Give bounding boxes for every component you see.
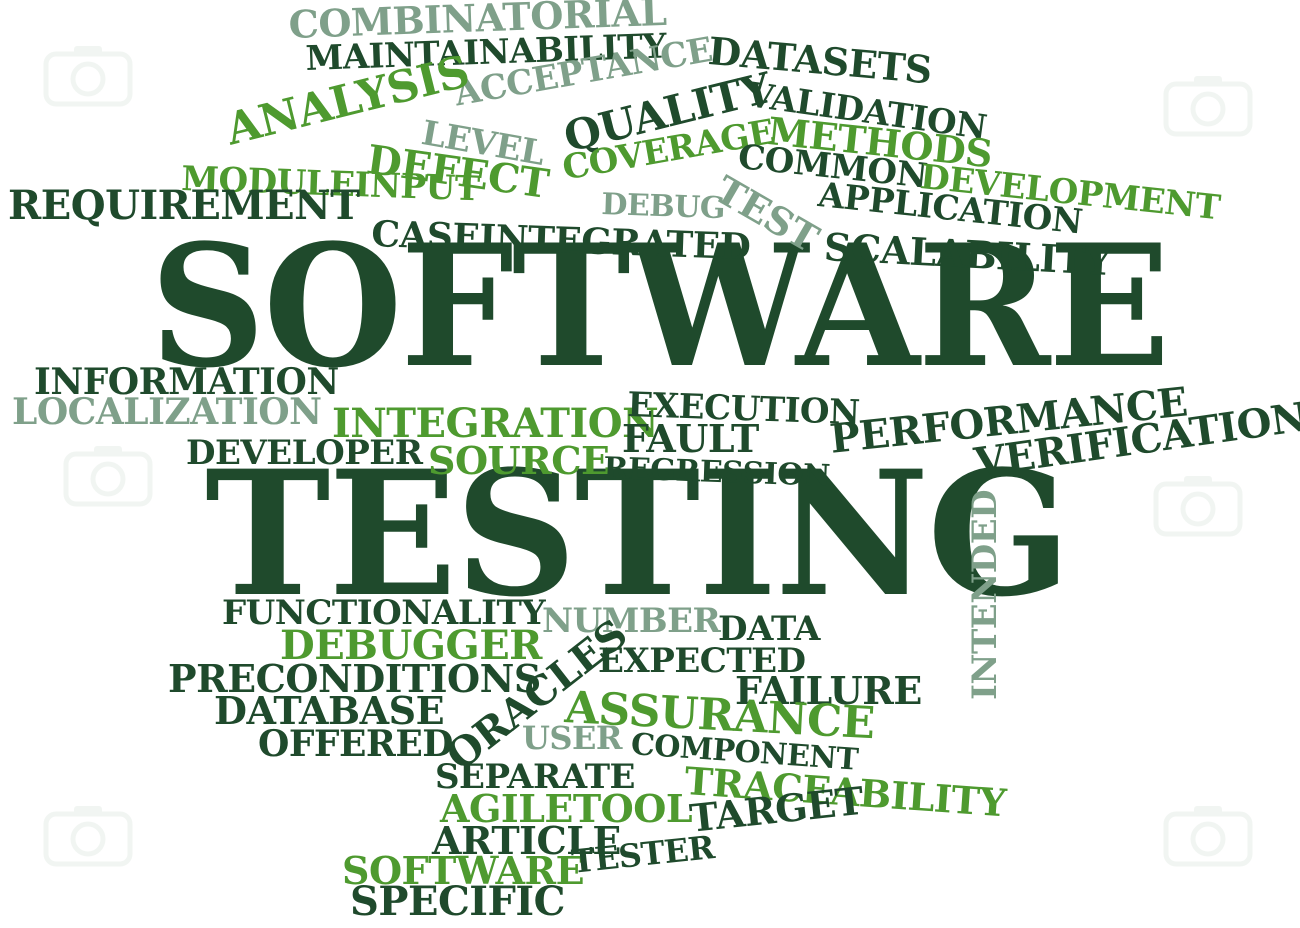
word-debugger: DEBUGGER: [280, 622, 542, 669]
word-separate: SEPARATE: [435, 757, 635, 797]
word-debug: DEBUG: [600, 187, 726, 227]
word-regression: REGRESSION: [602, 451, 831, 494]
word-agiletool: AGILETOOL: [440, 786, 693, 831]
word-database: DATABASE: [214, 688, 445, 733]
word-number: NUMBER: [542, 601, 721, 641]
camera-watermark-icon: [40, 800, 136, 870]
word-localization: LOCALIZATION: [12, 391, 322, 433]
word-specific: SPECIFIC: [350, 878, 565, 925]
word-integration: INTEGRATION: [332, 400, 659, 447]
word-source: SOURCE: [428, 438, 610, 483]
word-user: USER: [522, 719, 623, 757]
word-developer: DEVELOPER: [186, 433, 423, 473]
word-failure: FAILURE: [735, 668, 922, 713]
word-requirement: REQUIREMENT: [8, 182, 360, 229]
word-software-small: SOFTWARE: [342, 848, 585, 893]
word-fault: FAULT: [622, 416, 759, 461]
software-title: SOFTWARE: [150, 207, 1170, 405]
word-expected: EXPECTED: [598, 641, 806, 681]
camera-watermark-icon: [40, 40, 136, 110]
word-information: INFORMATION: [34, 361, 339, 403]
camera-watermark-icon: [1150, 470, 1246, 540]
word-data: DATA: [718, 609, 820, 649]
word-offered: OFFERED: [258, 723, 454, 765]
camera-watermark-icon: [1160, 800, 1256, 870]
word-preconditions: PRECONDITIONS: [168, 656, 541, 701]
word-article: ARTICLE: [432, 818, 621, 863]
word-functionality: FUNCTIONALITY: [222, 593, 546, 633]
testing-title: TESTING: [205, 432, 1071, 635]
word-intended: INTENDED: [965, 489, 1005, 700]
camera-watermark-icon: [1160, 70, 1256, 140]
camera-watermark-icon: [60, 440, 156, 510]
